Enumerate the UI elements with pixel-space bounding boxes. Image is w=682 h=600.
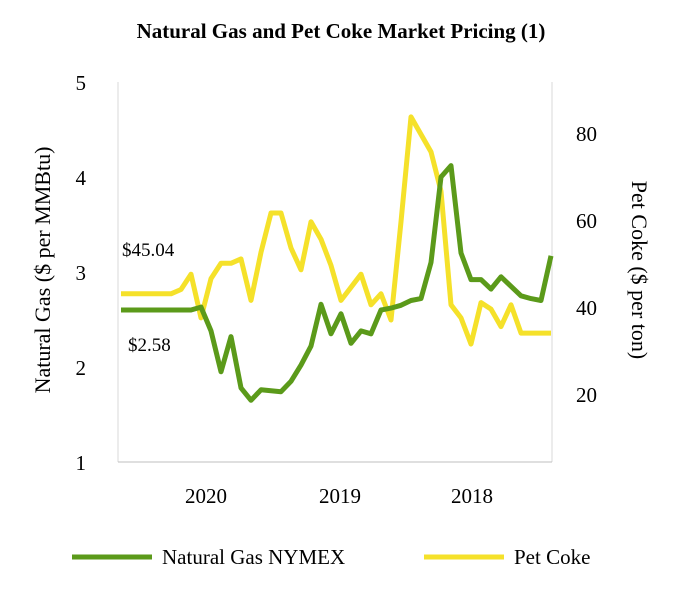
- left-tick-label: 2: [76, 356, 87, 380]
- series-line-pet-coke: [121, 114, 551, 347]
- right-tick-label: 60: [576, 209, 597, 233]
- legend: Natural Gas NYMEX Pet Coke: [72, 545, 590, 569]
- left-axis: 1 2 3 4 5: [76, 71, 87, 475]
- x-tick-label: 2018: [451, 484, 493, 508]
- right-tick-label: 40: [576, 296, 597, 320]
- left-tick-label: 3: [76, 261, 87, 285]
- left-tick-label: 5: [76, 71, 87, 95]
- left-tick-label: 4: [76, 166, 87, 190]
- plot-area: [117, 82, 553, 463]
- right-tick-label: 80: [576, 122, 597, 146]
- legend-label-pet-coke: Pet Coke: [514, 545, 590, 569]
- series-line-natural-gas: [121, 163, 554, 403]
- right-axis-title: Pet Coke ($ per ton): [627, 181, 652, 359]
- chart-title: Natural Gas and Pet Coke Market Pricing …: [137, 19, 546, 43]
- left-tick-label: 1: [76, 451, 87, 475]
- annotation-pet-coke-start: $45.04: [122, 240, 175, 261]
- x-axis: 2020 2019 2018: [185, 484, 493, 508]
- legend-label-natural-gas: Natural Gas NYMEX: [162, 545, 345, 569]
- x-tick-label: 2020: [185, 484, 227, 508]
- right-axis: 20 40 60 80: [576, 122, 597, 407]
- left-axis-title: Natural Gas ($ per MMBtu): [30, 147, 55, 394]
- x-tick-label: 2019: [319, 484, 361, 508]
- right-tick-label: 20: [576, 383, 597, 407]
- annotation-natural-gas-start: $2.58: [128, 335, 171, 356]
